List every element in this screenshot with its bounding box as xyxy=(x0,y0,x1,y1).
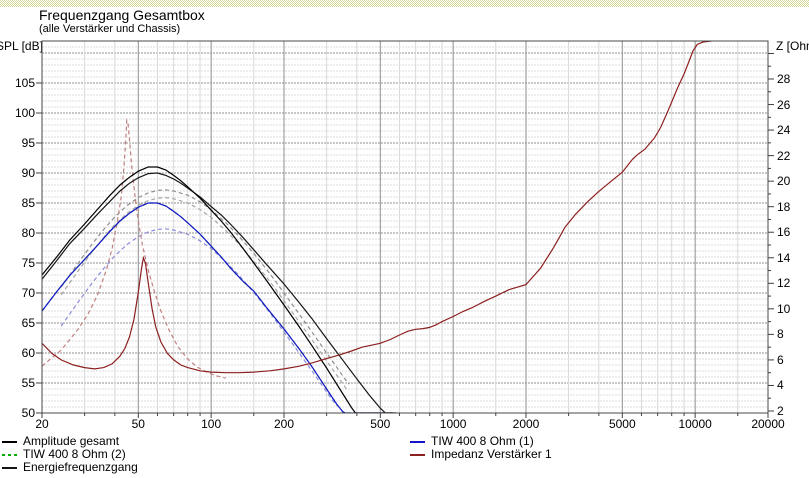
left-axis-tick-label: 85 xyxy=(21,196,35,210)
chart-title: Frequenzgang Gesamtbox xyxy=(39,7,205,23)
legend-line-swatch xyxy=(2,441,17,443)
x-axis-tick-label: 20 xyxy=(35,417,49,431)
plot-border xyxy=(41,40,769,414)
series-impedanz-verstaerker-1 xyxy=(42,40,768,374)
series-dashed-lightblue xyxy=(60,228,338,407)
left-axis-tick-label: 55 xyxy=(21,376,35,390)
legend-item-label: Energiefrequenzgang xyxy=(23,460,138,474)
x-axis-tick-label: 200 xyxy=(273,417,295,431)
window-top-dither xyxy=(0,0,809,7)
x-axis-tick-label: 20000 xyxy=(751,417,785,431)
x-axis-tick-label: 10000 xyxy=(678,417,712,431)
legend-item-label: Impedanz Verstärker 1 xyxy=(431,447,552,461)
right-axis-tick-label: 6 xyxy=(777,352,784,367)
x-axis-tick-label: 500 xyxy=(370,417,391,431)
right-axis-tick-label: 24 xyxy=(777,123,791,138)
right-axis-tick-label: 12 xyxy=(777,276,791,291)
left-axis-tick-label: 60 xyxy=(21,346,35,360)
left-axis-tick-label: 80 xyxy=(21,226,35,240)
left-axis-tick-label: 105 xyxy=(14,76,35,90)
left-axis-tick-label: 50 xyxy=(21,406,35,420)
left-axis-tick-label: 90 xyxy=(21,166,35,180)
right-axis-tick-label: 8 xyxy=(777,327,784,342)
right-axis-tick-label: 10 xyxy=(777,301,791,316)
right-axis-tick-label: 4 xyxy=(777,378,784,393)
right-axis-tick-label: 16 xyxy=(777,225,791,240)
right-axis-label: Z [Ohm] xyxy=(776,39,809,53)
legend-line-swatch xyxy=(410,441,425,443)
series-tiw-400-8-ohm-1 xyxy=(42,202,396,414)
chart-subtitle: (alle Verstärker und Chassis) xyxy=(39,23,181,35)
series-dashed-pink xyxy=(42,118,226,379)
right-axis-tick-label: 18 xyxy=(777,199,791,214)
right-axis-tick-label: 14 xyxy=(777,250,791,265)
left-axis-tick-label: 65 xyxy=(21,316,35,330)
legend-line-swatch xyxy=(2,454,17,456)
x-axis-tick-label: 2000 xyxy=(512,417,540,431)
left-axis-tick-label: 95 xyxy=(21,136,35,150)
series-dashed-gray-2 xyxy=(60,196,348,391)
left-axis-tick-label: 70 xyxy=(21,286,35,300)
right-axis-tick-label: 22 xyxy=(777,148,791,163)
series-energiefrequenzgang xyxy=(42,172,396,414)
right-axis-tick-label: 28 xyxy=(777,72,791,86)
series-amplitude-gesamt xyxy=(42,166,393,414)
x-axis-tick-label: 50 xyxy=(131,417,145,431)
legend-item-label: Amplitude gesamt xyxy=(23,434,120,448)
x-axis-tick-label: 5000 xyxy=(608,417,636,431)
left-axis-tick-label: 75 xyxy=(21,256,35,270)
series-dashed-gray-1 xyxy=(60,189,350,385)
right-axis-tick-label: 2 xyxy=(777,404,784,418)
right-axis-tick-label: 20 xyxy=(777,174,791,189)
legend-line-swatch xyxy=(410,454,425,456)
legend-line-swatch xyxy=(2,467,17,469)
x-axis-tick-label: 1000 xyxy=(439,417,467,431)
left-axis-tick-label: 100 xyxy=(14,106,35,120)
legend-item-label: TIW 400 8 Ohm (1) xyxy=(431,434,534,448)
left-axis-label: SPL [dB] xyxy=(0,39,43,53)
x-axis-tick-label: 100 xyxy=(201,417,222,431)
legend-item-label: TIW 400 8 Ohm (2) xyxy=(23,447,126,461)
right-axis-tick-label: 26 xyxy=(777,97,791,112)
